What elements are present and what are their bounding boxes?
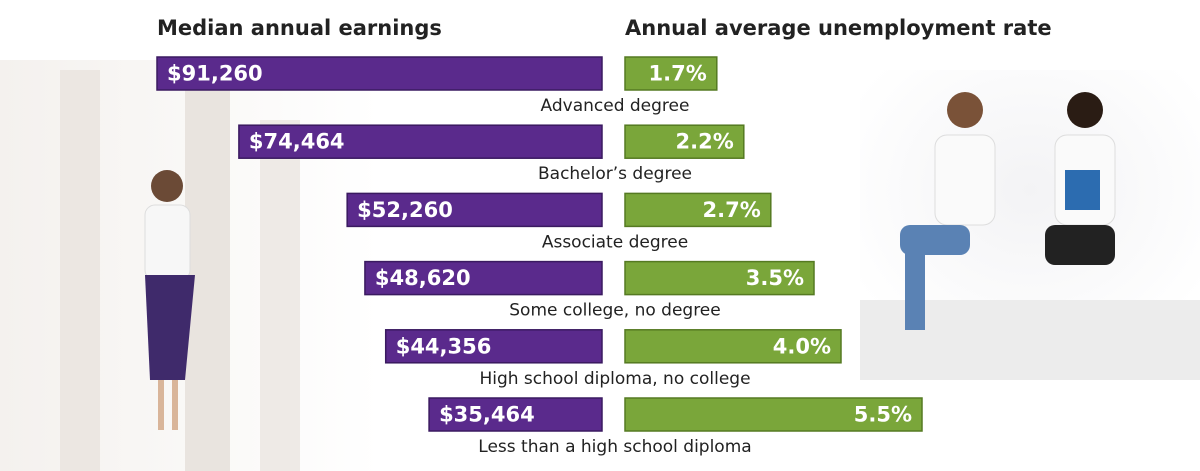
value-label: 1.7% (649, 62, 707, 86)
chart-title: Annual average unemployment rate (625, 16, 1052, 40)
value-label: $48,620 (375, 266, 471, 290)
value-label: 5.5% (854, 403, 912, 427)
bar (624, 192, 772, 228)
category-label: Less than a high school diploma (478, 437, 751, 457)
value-label: $35,464 (439, 403, 535, 427)
category-label: High school diploma, no college (479, 369, 750, 389)
bar (156, 56, 603, 91)
category-label: Bachelor’s degree (538, 164, 692, 184)
value-label: $52,260 (357, 198, 453, 222)
bar (346, 192, 603, 228)
value-label: $44,356 (396, 334, 492, 358)
chart-title: Median annual earnings (157, 16, 442, 40)
bar (624, 260, 815, 296)
category-label: Advanced degree (541, 96, 690, 116)
category-label: Associate degree (542, 232, 688, 252)
value-label: $74,464 (249, 130, 345, 154)
bar (238, 124, 603, 159)
bar (624, 329, 842, 364)
value-label: $91,260 (167, 62, 263, 86)
category-label: Some college, no degree (509, 301, 720, 321)
value-label: 3.5% (746, 266, 804, 290)
bar (624, 56, 718, 91)
bar (384, 329, 603, 364)
value-label: 4.0% (773, 334, 831, 358)
value-label: 2.7% (703, 198, 761, 222)
value-label: 2.2% (676, 130, 734, 154)
bar (624, 124, 745, 159)
bar (364, 260, 603, 296)
bar (428, 397, 603, 432)
left-photo (0, 60, 380, 471)
bar (624, 397, 923, 432)
right-photo (860, 70, 1200, 380)
